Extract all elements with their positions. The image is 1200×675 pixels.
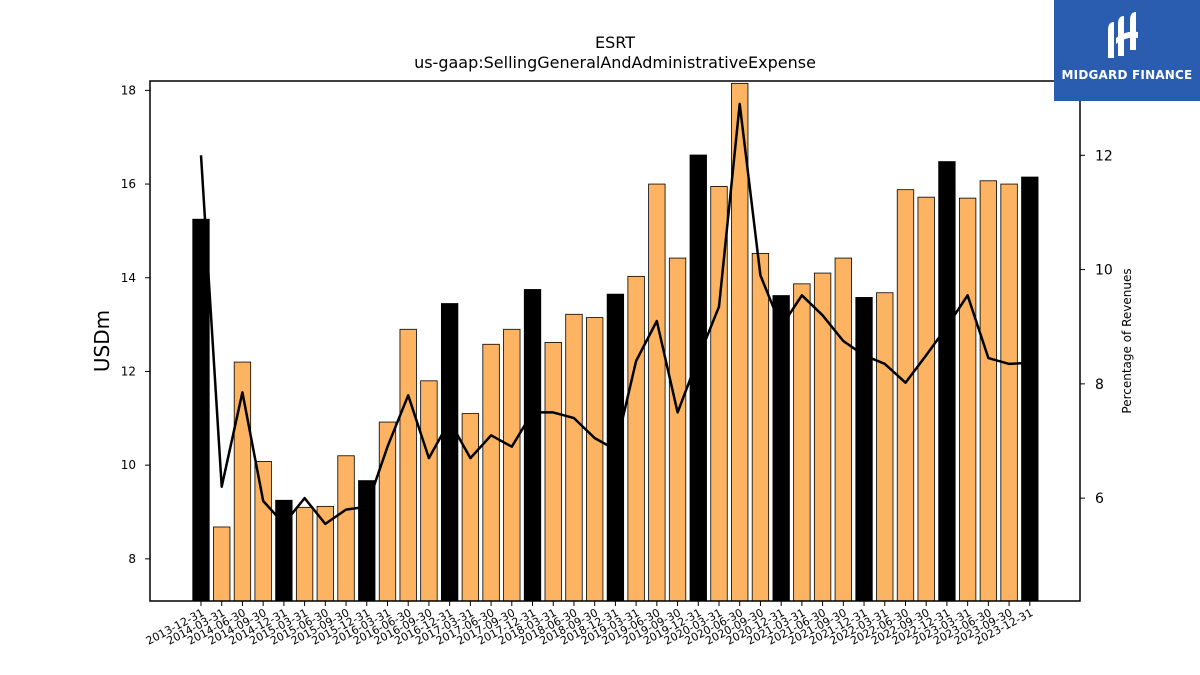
bar-2016-09-30 [420,380,438,602]
bar-2016-06-30 [399,328,417,602]
y2-tick-label: 10 [1095,263,1113,279]
y-tick-label: 14 [121,271,136,285]
bar-2023-06-30 [979,180,998,602]
y-axis-label: USDm [90,310,114,372]
bar-2017-03-31 [461,413,480,602]
y-tick-label: 10 [121,458,136,472]
y2-tick-label: 12 [1095,148,1113,164]
bar-2013-12-31 [192,218,210,602]
bar-2022-09-30 [917,196,935,602]
bar-2022-12-31 [938,161,956,602]
bar-2021-03-31 [793,283,811,602]
bar-2018-06-30 [565,313,583,602]
midgard-logo: MIDGARD FINANCE [1054,0,1200,101]
bar-2019-09-30 [668,257,687,602]
y2-tick-label: 8 [1095,377,1104,393]
bar-2014-03-31 [213,526,231,602]
bar-group [192,82,1039,602]
bar-2022-06-30 [896,189,915,602]
bar-2018-09-30 [586,317,604,602]
y-tick-label: 12 [121,364,136,378]
y-axis-left: 8 10 12 14 16 18 [121,83,150,566]
bar-2022-03-31 [876,292,894,602]
bar-2020-12-31 [772,295,790,602]
bar-2017-09-30 [503,328,521,602]
bar-2019-03-31 [627,275,645,602]
bar-2017-12-31 [523,289,542,602]
bar-2019-06-30 [648,183,666,602]
bar-2023-03-31 [958,197,977,602]
y-axis-right: 6 8 10 12 [1080,148,1113,507]
y-tick-label: 16 [121,177,136,191]
y-tick-label: 8 [128,552,136,566]
chart-title: ESRT [595,33,635,52]
bar-2016-12-31 [440,303,459,602]
bar-2023-09-30 [1000,183,1018,602]
bar-2015-12-31 [358,480,376,602]
bar-2017-06-30 [482,343,500,602]
bar-2021-12-31 [855,297,873,602]
bar-2014-09-30 [254,460,272,602]
bar-2019-12-31 [689,154,707,602]
midgard-logo-icon [1108,12,1138,58]
y2-tick-label: 6 [1095,491,1104,507]
bar-2015-03-31 [295,506,314,602]
bar-2021-09-30 [834,257,852,602]
bar-2020-09-30 [751,252,770,602]
x-axis: 2013-12-312014-03-312014-06-302014-09-30… [144,601,1035,648]
logo-text: MIDGARD FINANCE [1061,68,1193,82]
chart-subtitle: us-gaap:SellingGeneralAndAdministrativeE… [414,53,816,72]
bar-2018-03-31 [544,342,562,602]
bar-2015-09-30 [337,455,355,602]
y-tick-label: 18 [121,83,136,97]
line-group [199,102,1030,526]
percentage-line [199,102,1030,526]
bar-2023-12-31 [1021,176,1039,602]
y2-axis-label: Percentage of Revenues [1120,268,1134,413]
